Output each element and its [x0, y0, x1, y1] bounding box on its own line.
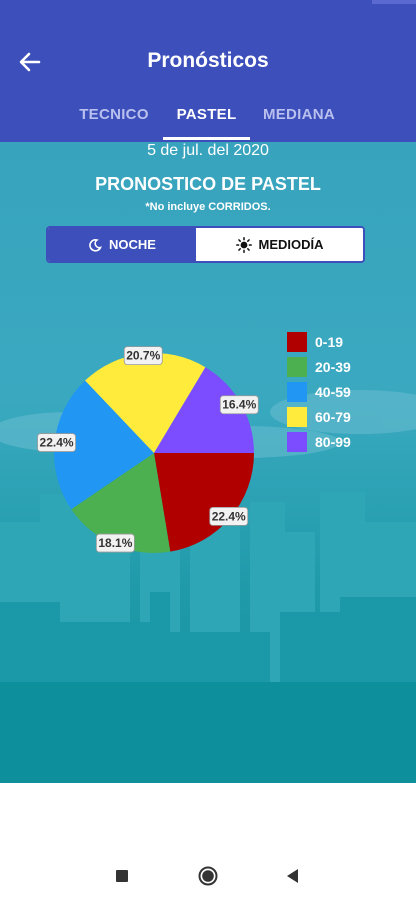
pie-chart: 22.4% 18.1% 22.4% 20.7% 16.4%	[37, 346, 259, 553]
svg-text:20.7%: 20.7%	[126, 349, 160, 363]
pie-label-20-39: 18.1%	[95, 533, 135, 553]
arrow-left-icon	[19, 52, 41, 72]
legend-label: 0-19	[315, 334, 344, 350]
legend-label: 60-79	[315, 409, 351, 425]
system-nav-bar	[0, 850, 416, 900]
pie-label-60-79: 20.7%	[123, 346, 163, 365]
tab-tecnico[interactable]: TECNICO	[79, 106, 149, 123]
noche-label: NOCHE	[109, 237, 156, 252]
status-bar-mark	[372, 0, 416, 4]
moon-icon	[89, 238, 102, 252]
back-nav-button[interactable]	[281, 864, 305, 888]
svg-text:22.4%: 22.4%	[212, 509, 246, 523]
pie-label-40-59: 22.4%	[37, 433, 76, 452]
back-button[interactable]	[14, 46, 46, 78]
forecast-date: 5 de jul. del 2020	[147, 142, 269, 159]
legend-swatch	[287, 332, 307, 352]
legend-swatch	[287, 407, 307, 427]
sun-icon	[235, 236, 252, 253]
legend-label: 80-99	[315, 434, 351, 450]
pie-label-0-19: 22.4%	[209, 507, 249, 526]
tab-pastel[interactable]: PASTEL	[176, 106, 237, 123]
legend-label: 40-59	[315, 384, 351, 400]
pie-slice-40-59	[54, 380, 154, 510]
legend-label: 20-39	[315, 359, 351, 375]
legend-swatch	[287, 382, 307, 402]
square-icon	[116, 870, 128, 882]
legend-swatch	[287, 432, 307, 452]
tab-mediana[interactable]: MEDIANA	[262, 106, 336, 123]
pie-slice-0-19	[154, 453, 254, 552]
time-toggle: NOCHE MEDIODÍA	[46, 226, 365, 263]
svg-text:22.4%: 22.4%	[40, 436, 74, 450]
app-bar: Pronósticos	[0, 0, 416, 142]
tab-indicator	[163, 137, 250, 140]
pie-slice-80-99	[154, 367, 254, 453]
triangle-back-icon	[287, 869, 298, 883]
mediodia-label: MEDIODÍA	[258, 237, 324, 252]
chart-note: *No incluye CORRIDOS.	[145, 201, 271, 213]
svg-text:18.1%: 18.1%	[98, 536, 132, 550]
page-title: Pronósticos	[147, 49, 269, 72]
pie-label-80-99: 16.4%	[219, 395, 259, 415]
tab-bar: TECNICO PASTEL MEDIANA	[0, 96, 416, 142]
legend-swatch	[287, 357, 307, 377]
chart-title: PRONOSTICO DE PASTEL	[95, 174, 321, 194]
home-button[interactable]	[196, 864, 220, 888]
pie-slice-60-79	[85, 353, 206, 453]
pie-slice-20-39	[71, 453, 171, 553]
recents-button[interactable]	[110, 864, 134, 888]
mediodia-button[interactable]: MEDIODÍA	[196, 228, 363, 261]
circle-icon	[198, 866, 218, 886]
noche-button[interactable]: NOCHE	[48, 228, 196, 261]
svg-text:16.4%: 16.4%	[222, 398, 256, 412]
